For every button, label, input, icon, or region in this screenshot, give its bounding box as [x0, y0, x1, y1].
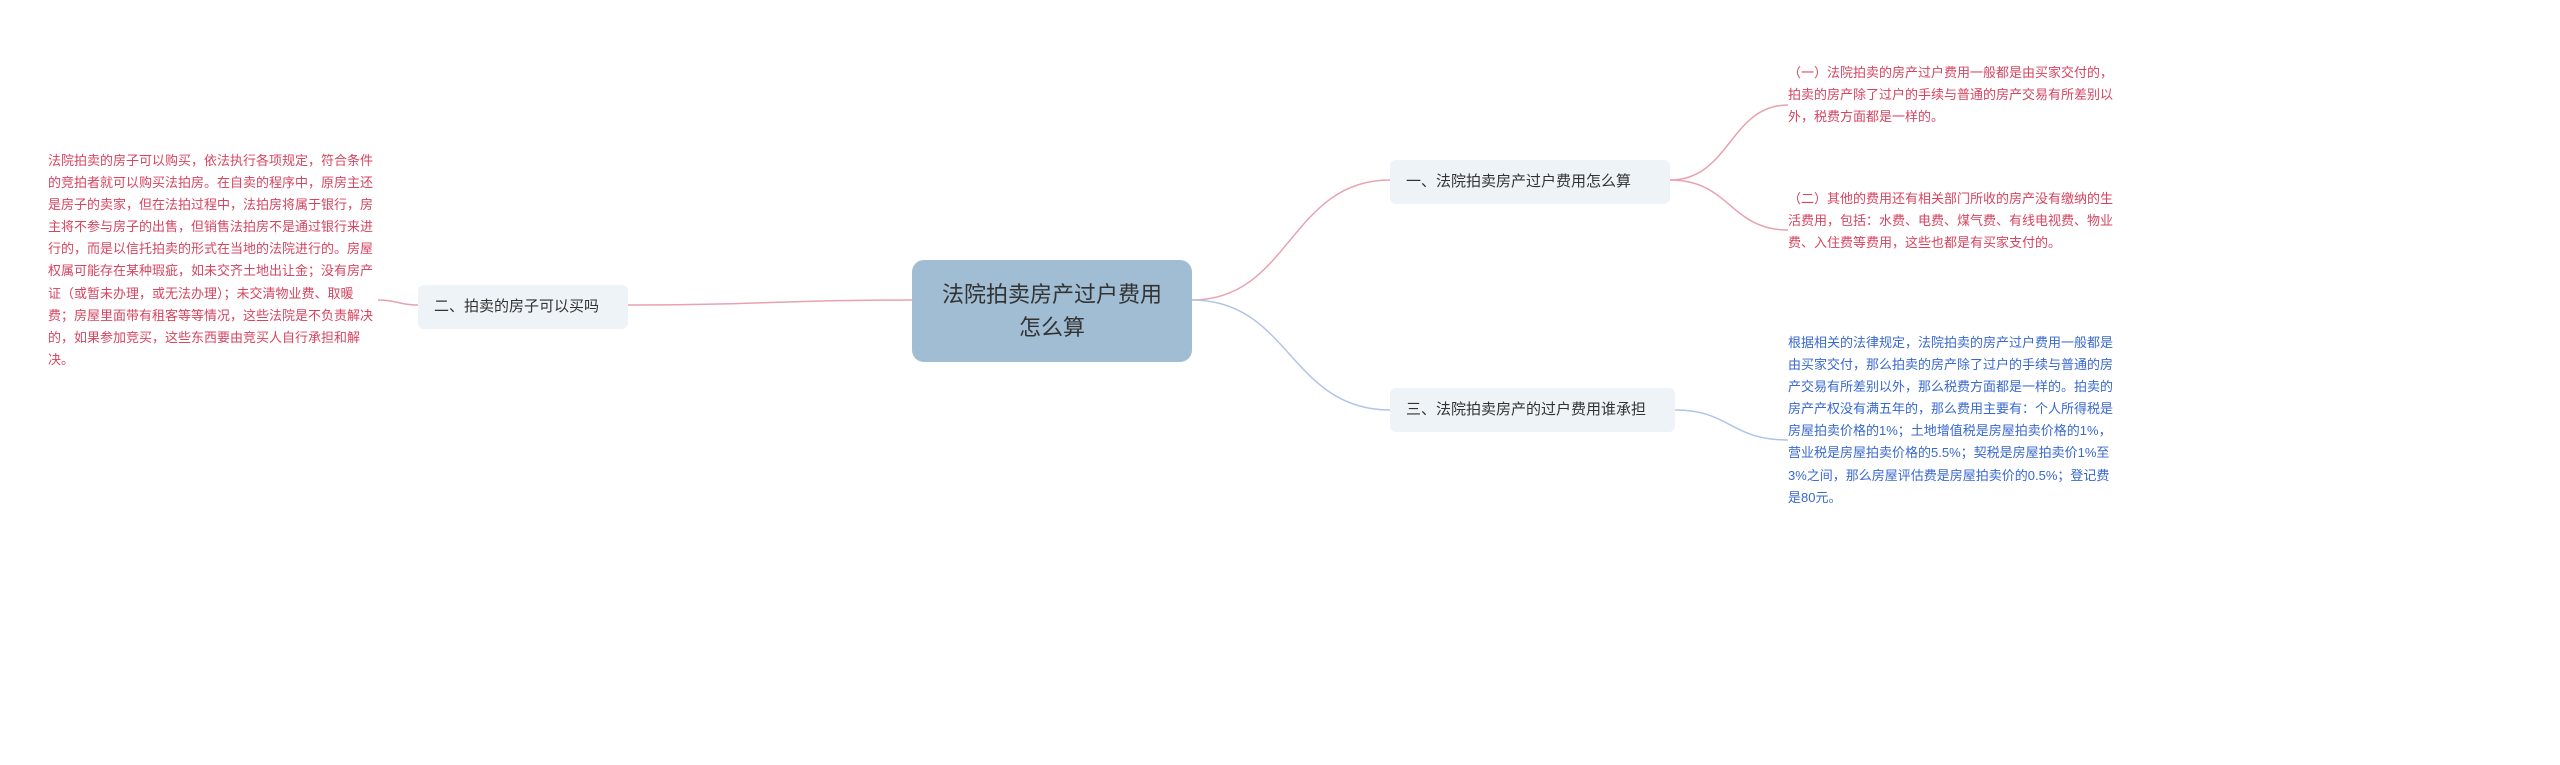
branch-node-3: 三、法院拍卖房产的过户费用谁承担 [1390, 388, 1675, 432]
leaf-node-1b: （二）其他的费用还有相关部门所收的房产没有缴纳的生活费用，包括：水费、电费、煤气… [1788, 188, 2118, 254]
leaf-node-2: 法院拍卖的房子可以购买，依法执行各项规定，符合条件的竞拍者就可以购买法拍房。在自… [48, 150, 378, 371]
mindmap-connectors [0, 0, 2560, 765]
center-node: 法院拍卖房产过户费用怎么算 [912, 260, 1192, 362]
leaf-node-1a: （一）法院拍卖的房产过户费用一般都是由买家交付的，拍卖的房产除了过户的手续与普通… [1788, 62, 2118, 128]
branch-node-1: 一、法院拍卖房产过户费用怎么算 [1390, 160, 1670, 204]
branch-node-2: 二、拍卖的房子可以买吗 [418, 285, 628, 329]
leaf-node-3: 根据相关的法律规定，法院拍卖的房产过户费用一般都是由买家交付，那么拍卖的房产除了… [1788, 332, 2118, 509]
